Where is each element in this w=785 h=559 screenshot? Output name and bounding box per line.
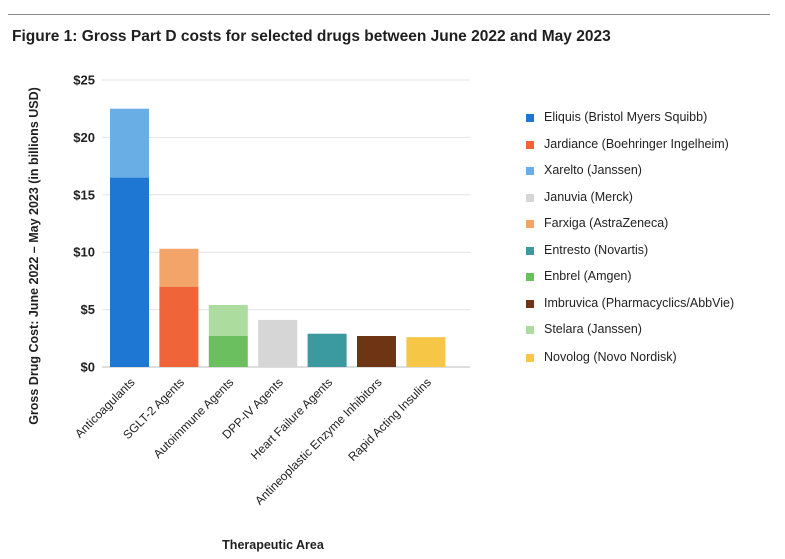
legend-swatch <box>526 354 534 362</box>
bar-segment <box>307 333 347 367</box>
legend-label: Stelara (Janssen) <box>544 322 642 336</box>
legend-label: Xarelto (Janssen) <box>544 163 642 177</box>
bar-segment <box>208 305 248 337</box>
legend-swatch <box>526 194 534 202</box>
y-tick-label: $25 <box>73 73 95 88</box>
legend-label: Novolog (Novo Nordisk) <box>544 350 677 364</box>
legend-label: Entresto (Novartis) <box>544 243 649 257</box>
y-tick-label: $15 <box>73 187 95 202</box>
legend-swatch <box>526 247 534 255</box>
figure-title: Figure 1: Gross Part D costs for selecte… <box>12 28 611 45</box>
bar-segment <box>406 337 446 367</box>
y-tick-label: $10 <box>73 245 95 260</box>
top-rule <box>8 14 770 15</box>
y-tick-label: $0 <box>81 360 95 375</box>
legend-swatch <box>526 167 534 175</box>
y-tick-label: $20 <box>73 130 95 145</box>
x-tick-label: Heart Failure Agents <box>248 375 335 462</box>
legend-swatch <box>526 220 534 228</box>
bar-segment <box>258 319 298 367</box>
legend-swatch <box>526 114 534 122</box>
bar-segment <box>357 336 396 367</box>
bar-segment <box>110 108 149 178</box>
legend-label: Farxiga (AstraZeneca) <box>544 216 669 230</box>
legend-swatch <box>526 273 534 281</box>
legend-swatch <box>526 300 534 308</box>
legend-swatch <box>526 326 534 334</box>
legend-label: Imbruvica (Pharmacyclics/AbbVie) <box>544 296 735 310</box>
y-tick-label: $5 <box>81 302 95 317</box>
legend-swatch <box>526 141 534 149</box>
legend-label: Januvia (Merck) <box>544 190 633 204</box>
x-tick-label: Rapid Acting Insulins <box>345 375 434 464</box>
bar-segment <box>208 336 248 367</box>
x-axis-label: Therapeutic Area <box>222 538 324 552</box>
bar-segment <box>159 286 199 367</box>
legend-label: Enbrel (Amgen) <box>544 269 632 283</box>
legend-label: Jardiance (Boehringer Ingelheim) <box>544 137 729 151</box>
legend-label: Eliquis (Bristol Myers Squibb) <box>544 110 708 124</box>
bar-segment <box>159 248 199 287</box>
y-axis-label: Gross Drug Cost: June 2022 – May 2023 (i… <box>27 87 41 425</box>
bar-segment <box>110 177 149 367</box>
